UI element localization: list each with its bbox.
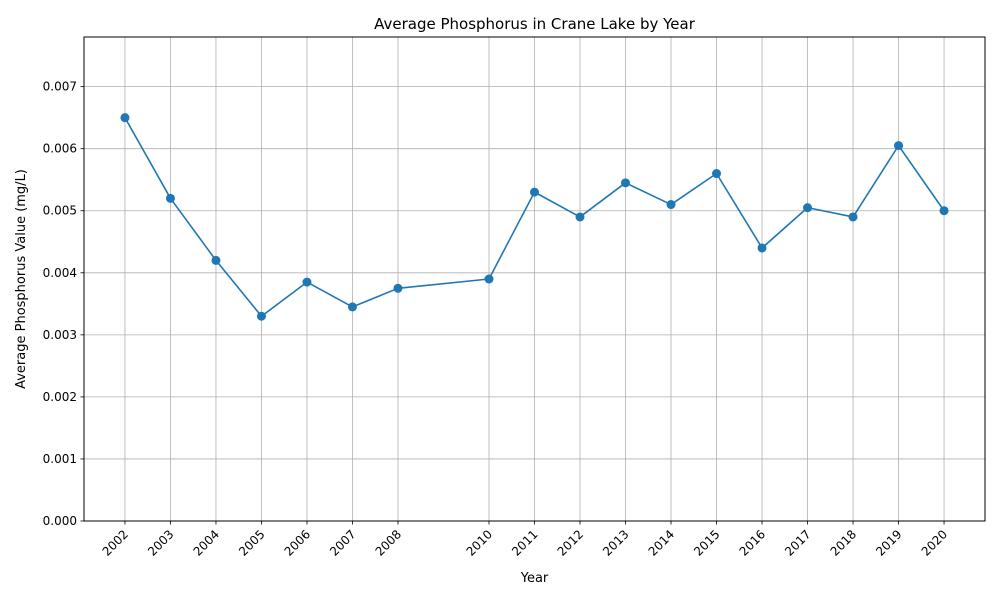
series-line xyxy=(124,117,945,318)
data-point xyxy=(575,212,585,222)
y-axis-ticks: 0.000 0.001 0.002 0.003 0.004 0.005 0.006 0.007 xyxy=(43,80,84,528)
y-tick-label: 0.002 xyxy=(43,390,77,404)
y-tick-label: 0.003 xyxy=(43,328,77,342)
series-phosphorus xyxy=(120,113,949,321)
data-point xyxy=(393,283,403,293)
data-point xyxy=(848,212,858,222)
x-tick-label: 2014 xyxy=(646,527,677,558)
x-tick-label: 2002 xyxy=(100,527,131,558)
x-axis-label: Year xyxy=(520,571,549,586)
x-tick-label: 2010 xyxy=(464,527,495,558)
x-tick-label: 2020 xyxy=(919,527,950,558)
x-tick-label: 2015 xyxy=(691,527,722,558)
data-point xyxy=(712,169,722,179)
y-tick-label: 0.004 xyxy=(43,266,77,280)
x-tick-label: 2016 xyxy=(737,527,768,558)
x-tick-label: 2007 xyxy=(327,527,358,558)
data-point xyxy=(484,274,494,284)
data-point xyxy=(666,200,676,210)
y-tick-label: 0.000 xyxy=(43,514,77,528)
data-point xyxy=(256,311,266,321)
x-tick-label: 2013 xyxy=(600,527,631,558)
x-tick-label: 2005 xyxy=(236,527,267,558)
x-tick-label: 2011 xyxy=(509,527,540,558)
data-point xyxy=(530,187,539,197)
chart-title: Average Phosphorus in Crane Lake by Year xyxy=(374,15,696,33)
data-point xyxy=(894,141,904,151)
x-tick-label: 2008 xyxy=(373,527,404,558)
gridlines xyxy=(84,37,985,522)
y-tick-label: 0.007 xyxy=(43,80,77,94)
y-axis-label: Average Phosphorus Value (mg/L) xyxy=(14,169,29,389)
x-tick-label: 2018 xyxy=(828,527,859,558)
data-point xyxy=(165,193,175,203)
data-point xyxy=(621,178,631,188)
data-point xyxy=(211,255,221,265)
data-point xyxy=(803,203,813,213)
x-tick-label: 2004 xyxy=(191,527,222,558)
data-point xyxy=(120,113,130,123)
y-tick-label: 0.001 xyxy=(43,452,77,466)
x-tick-label: 2019 xyxy=(873,527,904,558)
y-tick-label: 0.005 xyxy=(43,204,77,218)
data-point xyxy=(939,206,949,216)
y-tick-label: 0.006 xyxy=(43,142,77,156)
x-axis-ticks: 2002 2003 2004 2005 2006 2007 2008 2010 2011 2012… xyxy=(100,521,950,559)
x-tick-label: 2017 xyxy=(782,527,813,558)
x-tick-label: 2012 xyxy=(555,527,586,558)
data-point xyxy=(347,302,357,312)
data-point xyxy=(757,243,767,253)
data-point xyxy=(302,277,312,287)
x-tick-label: 2003 xyxy=(145,527,176,558)
x-tick-label: 2006 xyxy=(282,527,313,558)
